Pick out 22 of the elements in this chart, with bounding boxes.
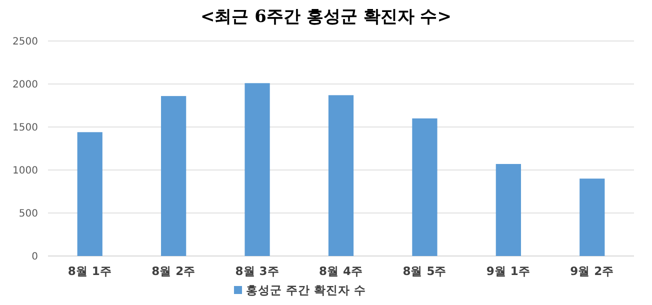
x-tick-label: 8월 2주 [152,264,196,278]
x-tick-label: 8월 5주 [402,264,447,278]
chart-title: <최근 6주간 홍성군 확진자 수> [200,7,452,27]
bar [77,132,102,256]
bar [328,95,354,256]
bar [412,118,438,256]
y-tick-label: 2500 [12,36,38,48]
x-tick-label: 9월 1주 [486,264,530,278]
bar [244,83,270,256]
x-tick-label: 8월 3주 [235,264,280,278]
y-tick-label: 500 [18,208,38,220]
x-tick-label: 9월 2주 [570,264,614,278]
bar [161,96,186,256]
y-tick-label: 1000 [12,166,38,176]
y-tick-label: 1500 [12,122,38,134]
x-tick-label: 8월 1주 [68,264,112,278]
legend-label: 홍성군 주간 확진자 수 [246,283,366,297]
bar [580,178,605,256]
bar [496,164,521,256]
x-tick-label: 8월 4주 [318,264,364,278]
y-tick-label: 0 [32,252,38,262]
y-tick-label: 2000 [12,80,38,90]
